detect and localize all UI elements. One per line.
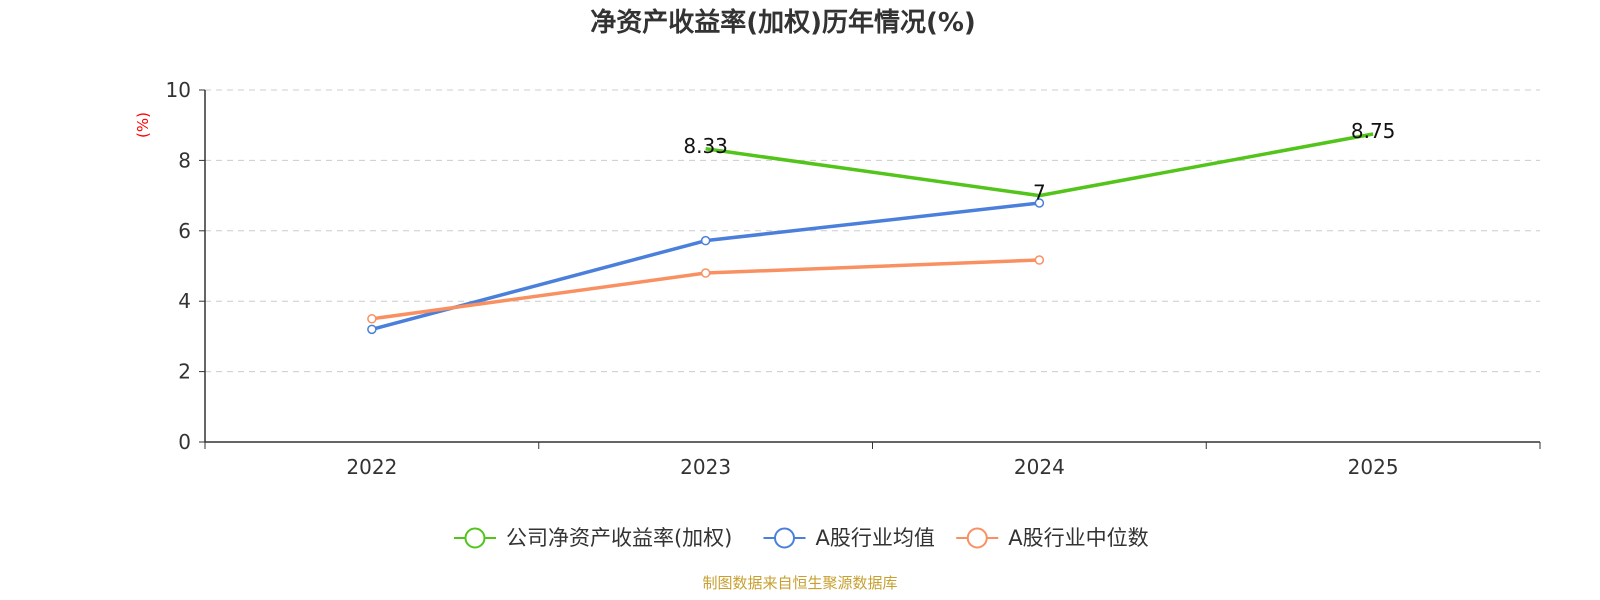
point-marker-2-2023 <box>700 268 711 278</box>
legend-item-2[interactable]: A股行业中位数 <box>956 526 1149 550</box>
data-label-2023: 8.33 <box>683 134 728 158</box>
series-line-1 <box>371 201 1040 332</box>
point-marker-1-2022 <box>367 324 377 335</box>
x-tick-label-2024: 2024 <box>1014 455 1065 479</box>
legend-circle-icon <box>464 527 486 549</box>
legend-circle-icon <box>966 527 988 549</box>
y-tick-label-4: 4 <box>178 289 191 313</box>
legend-item-0[interactable]: 公司净资产收益率(加权) <box>453 526 732 550</box>
x-tick-label-2025: 2025 <box>1348 455 1399 479</box>
legend-label-1: A股行业均值 <box>816 526 935 550</box>
series-line-0 <box>705 132 1374 198</box>
point-marker-2-2024 <box>1034 255 1045 265</box>
data-label-2025: 8.75 <box>1351 119 1396 143</box>
legend-label-0: 公司净资产收益率(加权) <box>506 526 732 550</box>
legend-circle-icon <box>774 527 795 549</box>
y-tick-label-0: 0 <box>178 430 191 454</box>
axes: 0 2 4 6 8 10 2022 2023 2024 2025 <box>166 78 1541 479</box>
data-label-2024: 7 <box>1033 181 1046 205</box>
y-tick-label-2: 2 <box>178 360 191 384</box>
legend-label-2: A股行业中位数 <box>1008 526 1148 550</box>
y-axis-unit-label: (%) <box>134 112 152 138</box>
legend[interactable]: 公司净资产收益率(加权) A股行业均值 A股行业中位数 <box>453 526 1149 550</box>
source-note: 制图数据来自恒生聚源数据库 <box>702 574 897 592</box>
x-tick-label-2022: 2022 <box>346 455 397 479</box>
legend-item-1[interactable]: A股行业均值 <box>763 526 935 550</box>
point-marker-2-2022 <box>367 314 377 324</box>
point-marker-1-2023 <box>700 235 711 246</box>
gridlines <box>205 89 1540 373</box>
y-tick-label-8: 8 <box>178 148 191 172</box>
point-marker-1-2024 <box>1034 198 1045 208</box>
chart-title: 净资产收益率(加权)历年情况(%) <box>590 7 976 38</box>
x-tick-label-2023: 2023 <box>680 455 731 479</box>
y-tick-label-6: 6 <box>178 219 191 243</box>
series-layer <box>367 132 1374 335</box>
data-labels-layer: 8.33 7 8.75 <box>683 119 1395 205</box>
y-tick-label-10: 10 <box>166 78 191 102</box>
